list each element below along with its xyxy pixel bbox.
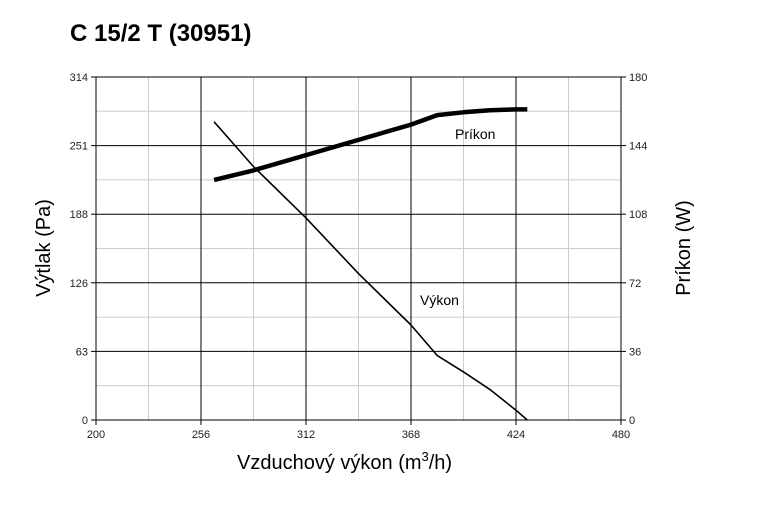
x-tick-label: 424 bbox=[507, 429, 525, 441]
minor-grid bbox=[96, 77, 621, 420]
y-right-tick-label: 72 bbox=[629, 278, 641, 290]
y-left-tick-label: 188 bbox=[70, 209, 88, 221]
y-left-tick-label: 0 bbox=[82, 415, 88, 427]
y-right-axis-title: Príkon (W) bbox=[673, 200, 695, 296]
y-right-axis-ticks: 0 36 72 108 144 180 bbox=[621, 72, 647, 427]
y-right-tick-label: 0 bbox=[629, 415, 635, 427]
x-axis-title-main: Vzduchový výkon (m bbox=[237, 452, 422, 474]
chart-title: C 15/2 T (30951) bbox=[70, 20, 252, 47]
x-axis-ticks: 200 256 312 368 424 480 bbox=[87, 420, 630, 441]
series-line-vykon bbox=[213, 121, 528, 421]
x-tick-label: 480 bbox=[612, 429, 630, 441]
x-tick-label: 256 bbox=[192, 429, 210, 441]
y-right-tick-label: 36 bbox=[629, 346, 641, 358]
plot-frame bbox=[95, 76, 622, 421]
x-axis-title: Vzduchový výkon (m3/h) bbox=[237, 449, 452, 474]
y-left-axis-ticks: 0 63 126 188 251 314 bbox=[70, 72, 96, 427]
y-left-tick-label: 251 bbox=[70, 141, 88, 153]
y-left-tick-label: 314 bbox=[70, 72, 88, 84]
y-right-tick-label: 108 bbox=[629, 209, 647, 221]
y-left-tick-label: 126 bbox=[70, 278, 88, 290]
series-label-prikon: Príkon bbox=[455, 126, 495, 142]
x-tick-label: 200 bbox=[87, 429, 105, 441]
y-right-tick-label: 144 bbox=[629, 141, 647, 153]
y-left-tick-label: 63 bbox=[76, 346, 88, 358]
y-left-axis-title: Výtlak (Pa) bbox=[33, 199, 55, 297]
x-tick-label: 312 bbox=[297, 429, 315, 441]
series-label-vykon: Výkon bbox=[420, 292, 459, 308]
series-lines bbox=[213, 107, 528, 421]
x-axis-title-sup: 3 bbox=[422, 449, 429, 464]
y-right-tick-label: 180 bbox=[629, 72, 647, 84]
x-tick-label: 368 bbox=[402, 429, 420, 441]
major-grid bbox=[96, 77, 621, 420]
series-line-prikon bbox=[213, 107, 528, 183]
x-axis-title-suffix: /h) bbox=[429, 452, 452, 474]
